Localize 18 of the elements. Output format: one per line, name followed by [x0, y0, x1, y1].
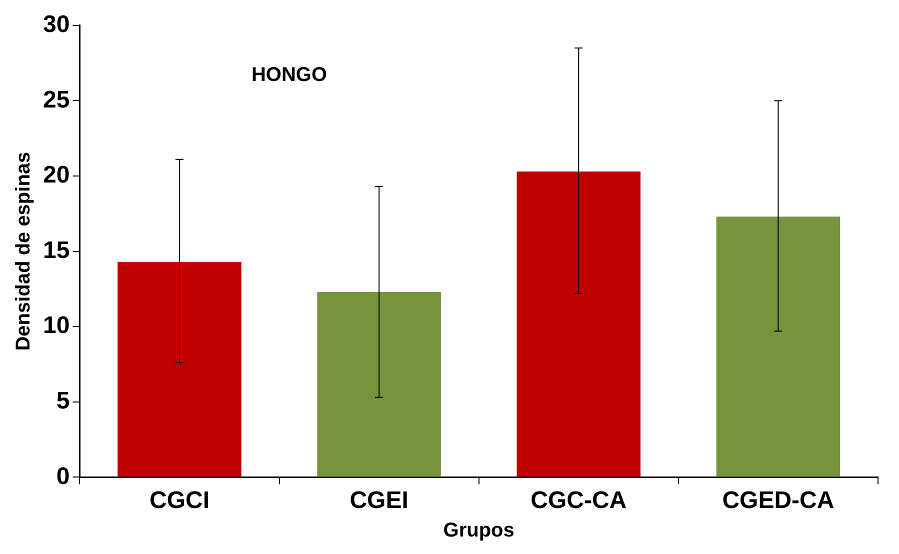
text: HONGO — [251, 64, 328, 86]
bar — [716, 216, 840, 477]
y-tick-label: 5 — [56, 388, 70, 415]
x-tick-label: CGCI — [149, 487, 210, 514]
y-axis-title: Densidad de espinas — [12, 152, 35, 351]
bar — [118, 262, 242, 477]
bar — [516, 171, 641, 477]
y-tick-label: 0 — [56, 462, 70, 490]
y-tick-label: 25 — [42, 86, 70, 114]
x-tick-label: CGEI — [350, 487, 408, 514]
x-tick-label: CGC-CA — [530, 487, 627, 514]
x-tick-label: CGED-CA — [722, 487, 834, 514]
y-tick-label: 15 — [42, 236, 70, 264]
bar — [317, 292, 441, 477]
y-tick-label: 20 — [42, 162, 70, 189]
x-axis-title: Grupos — [443, 520, 514, 542]
y-tick-label: 10 — [42, 312, 70, 340]
y-tick-label: 30 — [42, 11, 70, 38]
